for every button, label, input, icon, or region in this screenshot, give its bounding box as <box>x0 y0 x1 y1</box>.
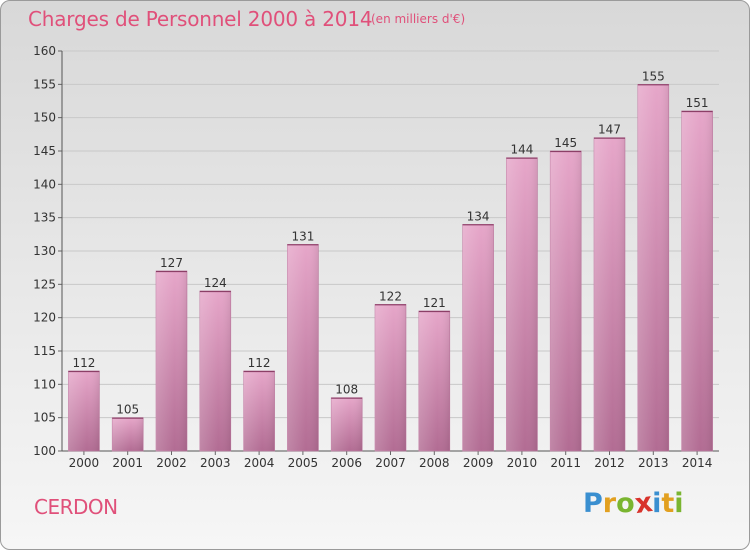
x-tick-label: 2009 <box>463 456 494 470</box>
x-tick-label: 2004 <box>244 456 275 470</box>
bar-shading <box>68 371 100 451</box>
x-tick-label: 2005 <box>288 456 319 470</box>
bar-shading <box>550 151 582 451</box>
bar-shading <box>112 417 144 451</box>
y-tick-label: 105 <box>33 411 56 425</box>
x-tick-label: 2006 <box>331 456 362 470</box>
data-label: 122 <box>379 289 402 303</box>
x-tick-label: 2014 <box>682 456 713 470</box>
y-tick-label: 125 <box>33 277 56 291</box>
x-tick-label: 2002 <box>156 456 187 470</box>
bar-shading <box>418 311 450 451</box>
data-label: 131 <box>291 229 314 243</box>
data-label: 124 <box>204 276 227 290</box>
commune-name: CERDON <box>34 495 118 519</box>
bar-shading <box>156 271 187 451</box>
x-tick-label: 2012 <box>594 456 625 470</box>
data-label: 134 <box>467 209 490 223</box>
y-tick-label: 135 <box>33 211 56 225</box>
x-tick-label: 2000 <box>69 456 100 470</box>
labels: 100 105 110 115 120 125 130 135 140 145 150 155 160 1… <box>33 44 712 470</box>
data-label: 112 <box>248 356 271 370</box>
chart-subtitle: (en milliers d'€) <box>371 12 466 26</box>
data-label: 108 <box>335 383 358 397</box>
y-tick-label: 100 <box>33 444 56 458</box>
x-tick-label: 2011 <box>550 456 581 470</box>
brand-letter: i <box>674 488 684 519</box>
data-label: 147 <box>598 123 621 137</box>
bar-shading <box>331 397 363 451</box>
brand-letter: x <box>632 486 655 521</box>
data-label: 151 <box>686 96 709 110</box>
data-label: 127 <box>160 256 183 270</box>
brand-letter: P <box>583 488 603 519</box>
data-label: 105 <box>116 403 139 417</box>
bar-shading <box>287 244 319 451</box>
data-label: 155 <box>642 69 665 83</box>
y-tick-label: 115 <box>33 344 56 358</box>
data-label: 144 <box>510 143 533 157</box>
y-tick-label: 150 <box>33 111 56 125</box>
x-tick-label: 2008 <box>419 456 450 470</box>
bar-shading <box>681 111 713 451</box>
y-tick-label: 145 <box>33 144 56 158</box>
bar-shading <box>506 157 538 451</box>
x-tick-label: 2007 <box>375 456 406 470</box>
bar-shading <box>637 84 669 451</box>
x-tick-label: 2010 <box>507 456 538 470</box>
bar-shading <box>375 304 406 451</box>
bar-shading <box>243 371 275 451</box>
brand-letter: i <box>652 488 662 519</box>
y-tick-label: 160 <box>33 44 56 58</box>
y-tick-label: 130 <box>33 244 56 258</box>
brand-letter: t <box>661 488 675 519</box>
data-label: 145 <box>554 136 577 150</box>
x-tick-label: 2013 <box>638 456 669 470</box>
data-label: 121 <box>423 296 446 310</box>
brand-letter: o <box>616 488 635 519</box>
bar-shading <box>594 137 625 451</box>
bar-shading <box>462 224 494 451</box>
bars <box>68 84 713 452</box>
y-tick-label: 120 <box>33 311 56 325</box>
x-tick-label: 2001 <box>112 456 143 470</box>
data-label: 112 <box>72 356 95 370</box>
chart-title: Charges de Personnel 2000 à 2014 <box>28 7 373 31</box>
y-tick-label: 110 <box>33 377 56 391</box>
proxiti-logo: Proxiti <box>583 486 684 521</box>
x-tick-label: 2003 <box>200 456 231 470</box>
y-tick-label: 140 <box>33 177 56 191</box>
bar-shading <box>199 291 231 451</box>
brand-letter: r <box>602 488 617 519</box>
y-tick-label: 155 <box>33 77 56 91</box>
